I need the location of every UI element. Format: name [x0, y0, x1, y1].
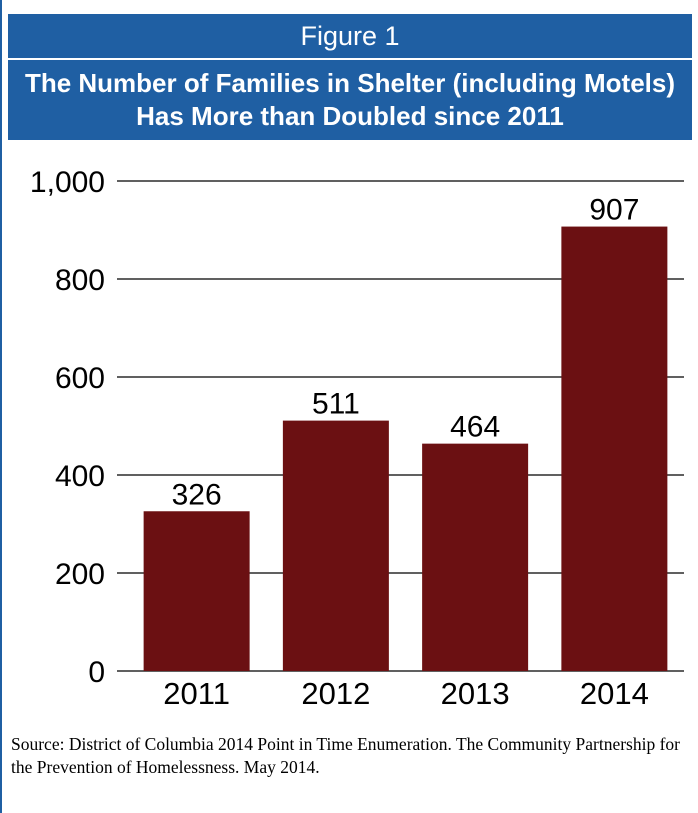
- x-tick-label: 2011: [163, 676, 230, 711]
- data-label: 326: [172, 478, 222, 511]
- x-tick-label: 2013: [441, 676, 510, 711]
- y-tick-label: 0: [88, 656, 105, 689]
- chart-title: The Number of Families in Shelter (inclu…: [8, 60, 692, 140]
- data-label: 907: [589, 194, 639, 227]
- figure-label: Figure 1: [8, 14, 692, 58]
- y-tick-label: 400: [55, 460, 105, 493]
- x-tick-label: 2012: [301, 676, 370, 711]
- bar: [561, 226, 668, 671]
- data-label: 511: [312, 388, 360, 421]
- bar: [143, 511, 250, 671]
- y-tick-label: 200: [55, 558, 105, 591]
- source-note: Source: District of Columbia 2014 Point …: [11, 734, 681, 777]
- y-tick-label: 600: [55, 362, 105, 395]
- y-tick-label: 800: [55, 264, 105, 297]
- data-label: 464: [450, 411, 500, 444]
- bar: [422, 443, 529, 671]
- bar: [282, 420, 389, 671]
- bar-chart: 0 200 400 600 800 1,000 326 2011 511 2012 464 2013 9…: [30, 166, 684, 711]
- y-tick-label: 1,000: [30, 166, 105, 199]
- x-tick-label: 2014: [580, 676, 649, 711]
